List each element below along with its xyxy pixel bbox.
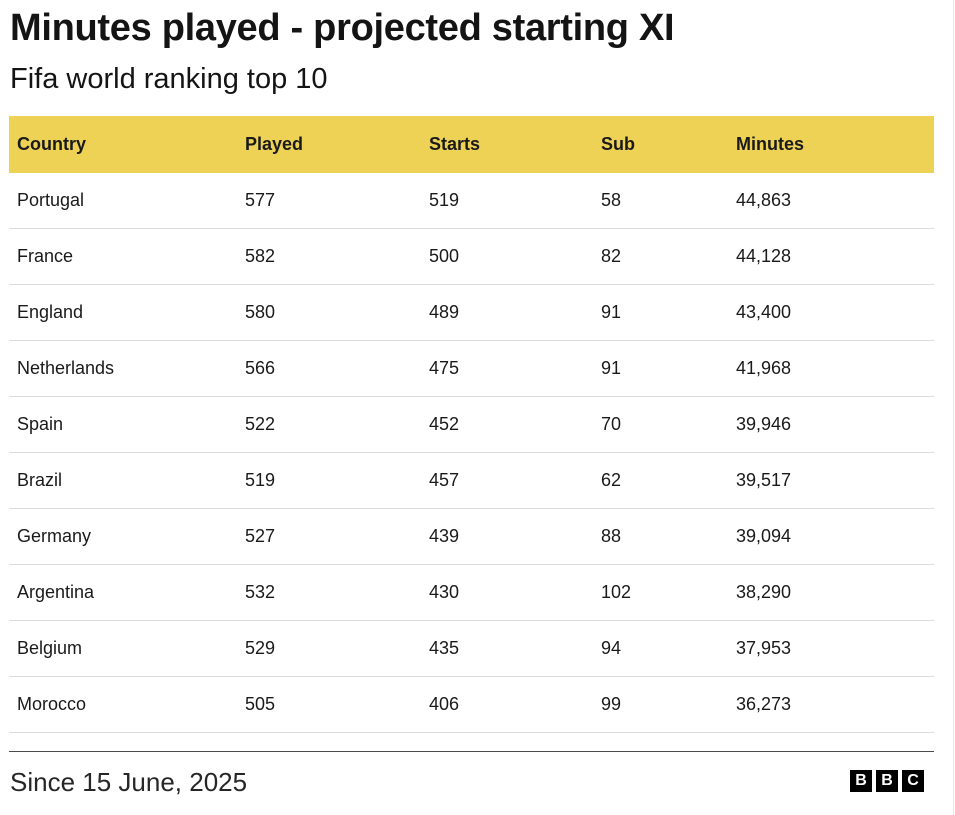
table-header: Country Played Starts Sub Minutes (9, 116, 934, 173)
cell-starts: 430 (421, 564, 593, 621)
cell-minutes: 43,400 (728, 284, 934, 341)
header-row: Country Played Starts Sub Minutes (9, 116, 934, 173)
cell-minutes: 39,946 (728, 396, 934, 453)
cell-played: 522 (237, 396, 421, 453)
cell-sub: 91 (593, 284, 728, 341)
cell-country: Spain (9, 396, 237, 453)
footer-divider (9, 751, 934, 752)
table-row: Belgium 529 435 94 37,953 (9, 620, 934, 677)
cell-starts: 500 (421, 228, 593, 285)
cell-country: Belgium (9, 620, 237, 677)
column-header-sub: Sub (593, 116, 728, 173)
cell-played: 566 (237, 340, 421, 397)
bbc-logo-letter-3: C (902, 770, 924, 792)
cell-country: Argentina (9, 564, 237, 621)
cell-starts: 452 (421, 396, 593, 453)
cell-sub: 82 (593, 228, 728, 285)
cell-starts: 457 (421, 452, 593, 509)
right-edge-divider (953, 0, 954, 815)
cell-starts: 489 (421, 284, 593, 341)
bbc-logo-letter-1: B (850, 770, 872, 792)
cell-country: Netherlands (9, 340, 237, 397)
cell-starts: 439 (421, 508, 593, 565)
cell-minutes: 38,290 (728, 564, 934, 621)
cell-sub: 88 (593, 508, 728, 565)
cell-country: Brazil (9, 452, 237, 509)
cell-minutes: 41,968 (728, 340, 934, 397)
cell-country: England (9, 284, 237, 341)
chart-subtitle: Fifa world ranking top 10 (10, 63, 328, 95)
table-row: Argentina 532 430 102 38,290 (9, 564, 934, 621)
cell-starts: 475 (421, 340, 593, 397)
cell-played: 532 (237, 564, 421, 621)
cell-sub: 94 (593, 620, 728, 677)
column-header-played: Played (237, 116, 421, 173)
column-header-minutes: Minutes (728, 116, 934, 173)
table-row: France 582 500 82 44,128 (9, 228, 934, 285)
cell-played: 527 (237, 508, 421, 565)
cell-starts: 519 (421, 173, 593, 229)
cell-minutes: 44,863 (728, 173, 934, 229)
table-row: Brazil 519 457 62 39,517 (9, 452, 934, 509)
column-header-country: Country (9, 116, 237, 173)
bbc-logo-letter-2: B (876, 770, 898, 792)
cell-country: Morocco (9, 676, 237, 733)
cell-minutes: 44,128 (728, 228, 934, 285)
cell-country: France (9, 228, 237, 285)
cell-minutes: 39,517 (728, 452, 934, 509)
table-row: Morocco 505 406 99 36,273 (9, 676, 934, 733)
table-row: Netherlands 566 475 91 41,968 (9, 340, 934, 397)
cell-played: 505 (237, 676, 421, 733)
table-row: Spain 522 452 70 39,946 (9, 396, 934, 453)
cell-sub: 91 (593, 340, 728, 397)
cell-sub: 62 (593, 452, 728, 509)
cell-sub: 58 (593, 173, 728, 229)
bbc-logo: B B C (850, 770, 924, 792)
cell-starts: 435 (421, 620, 593, 677)
cell-sub: 70 (593, 396, 728, 453)
cell-minutes: 36,273 (728, 676, 934, 733)
cell-played: 577 (237, 173, 421, 229)
cell-country: Germany (9, 508, 237, 565)
cell-sub: 102 (593, 564, 728, 621)
minutes-played-table: Country Played Starts Sub Minutes Portugal 57… (9, 116, 934, 733)
chart-title: Minutes played - projected starting XI (10, 7, 675, 49)
cell-played: 580 (237, 284, 421, 341)
cell-minutes: 39,094 (728, 508, 934, 565)
source-note: Since 15 June, 2025 (10, 767, 248, 797)
column-header-starts: Starts (421, 116, 593, 173)
cell-country: Portugal (9, 173, 237, 229)
cell-minutes: 37,953 (728, 620, 934, 677)
cell-sub: 99 (593, 676, 728, 733)
table-body: Portugal 577 519 58 44,863 France 582 500 82 44,1… (9, 173, 934, 733)
cell-starts: 406 (421, 676, 593, 733)
table-row: Germany 527 439 88 39,094 (9, 508, 934, 565)
table-row: England 580 489 91 43,400 (9, 284, 934, 341)
cell-played: 519 (237, 452, 421, 509)
table-row: Portugal 577 519 58 44,863 (9, 173, 934, 229)
cell-played: 582 (237, 228, 421, 285)
cell-played: 529 (237, 620, 421, 677)
